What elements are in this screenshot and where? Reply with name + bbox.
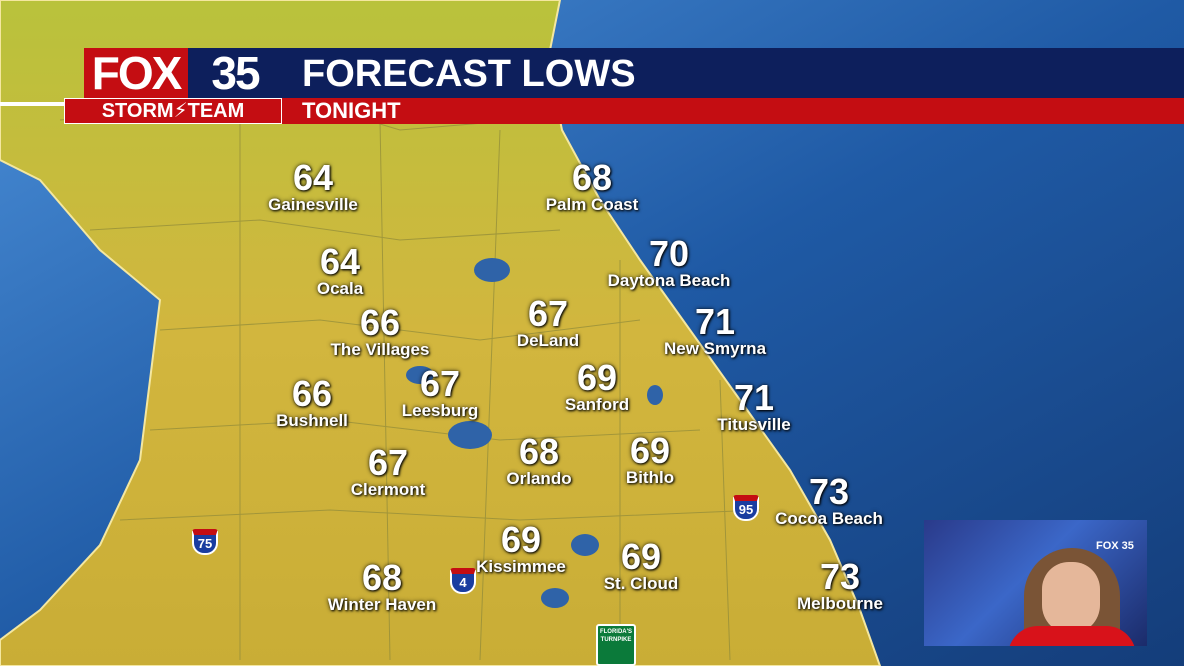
city-label: 69 Bithlo	[625, 430, 675, 488]
city-name: Kissimmee	[476, 557, 566, 576]
city-label: 69 St. Cloud	[603, 536, 679, 594]
city-temperature: 66	[291, 373, 333, 414]
city-label: 70 Daytona Beach	[607, 233, 731, 291]
city-name: New Smyrna	[663, 339, 767, 358]
city-temperature: 66	[359, 302, 401, 343]
city-name: Daytona Beach	[607, 271, 731, 290]
city-temperature: 64	[292, 157, 334, 198]
city-temperature: 69	[620, 536, 662, 577]
city-temperature: 68	[361, 557, 403, 598]
city-temperature: 68	[571, 157, 613, 198]
city-temperature: 64	[319, 241, 361, 282]
city-temperature: 73	[819, 556, 861, 597]
city-label: 68 Winter Haven	[327, 557, 437, 615]
city-temperature: 70	[648, 233, 690, 274]
city-name: The Villages	[330, 340, 430, 359]
city-label: 71 Titusville	[717, 377, 791, 435]
studio-logo: FOX 35	[1096, 540, 1134, 552]
city-temperature: 67	[419, 363, 461, 404]
interstate-95-shield-icon: 95	[733, 495, 759, 521]
city-label: 68 Palm Coast	[545, 157, 639, 215]
city-name: Clermont	[350, 480, 426, 499]
city-temperature: 69	[500, 519, 542, 560]
city-name: Sanford	[564, 395, 630, 414]
city-name: Leesburg	[401, 401, 479, 420]
city-name: Winter Haven	[327, 595, 437, 614]
city-label: 71 New Smyrna	[663, 301, 767, 359]
presenter-video: FOX 35	[924, 520, 1147, 646]
presenter-shirt	[1008, 626, 1136, 646]
city-name: Melbourne	[797, 594, 883, 613]
city-name: Ocala	[316, 279, 364, 298]
storm-team-logo: STORM⚡TEAM	[64, 98, 282, 124]
city-temperature: 69	[576, 357, 618, 398]
city-temperature: 67	[367, 442, 409, 483]
city-label: 64 Gainesville	[268, 157, 358, 215]
city-temperature: 71	[733, 377, 775, 418]
city-name: Bithlo	[625, 468, 675, 487]
city-temperature: 73	[808, 471, 850, 512]
florida-turnpike-shield-icon: FLORIDA'S TURNPIKE	[596, 624, 636, 666]
city-temperature: 71	[694, 301, 736, 342]
city-name: Palm Coast	[545, 195, 639, 214]
header-title-bar	[282, 48, 1184, 98]
city-label: 67 Leesburg	[401, 363, 479, 421]
city-label: 73 Melbourne	[797, 556, 883, 614]
city-name: Orlando	[506, 469, 572, 488]
city-label: 66 The Villages	[330, 302, 430, 360]
presenter-face	[1042, 562, 1100, 634]
city-label: 69 Sanford	[564, 357, 630, 415]
interstate-4-shield-icon: 4	[450, 568, 476, 594]
fox-logo: FOX	[84, 48, 188, 98]
city-label: 67 Clermont	[350, 442, 426, 500]
city-temperature: 68	[518, 431, 560, 472]
page-title: FORECAST LOWS	[302, 53, 636, 95]
city-label: 67 DeLand	[516, 293, 580, 351]
interstate-75-shield-icon: 75	[192, 529, 218, 555]
lakes	[406, 258, 663, 608]
page-subtitle: TONIGHT	[302, 98, 401, 123]
city-name: Bushnell	[276, 411, 348, 430]
city-name: Titusville	[717, 415, 791, 434]
city-label: 64 Ocala	[316, 241, 364, 299]
city-temperature: 69	[629, 430, 671, 471]
city-label: 69 Kissimmee	[476, 519, 566, 577]
header-accent-line	[0, 102, 66, 106]
city-temperature: 67	[527, 293, 569, 334]
city-label: 66 Bushnell	[276, 373, 348, 431]
city-name: St. Cloud	[603, 574, 679, 593]
city-label: 68 Orlando	[506, 431, 572, 489]
city-label: 73 Cocoa Beach	[775, 471, 883, 529]
florida-land	[0, 0, 882, 666]
city-name: Cocoa Beach	[775, 509, 883, 528]
channel-number-logo: 35	[188, 48, 282, 98]
city-name: Gainesville	[268, 195, 358, 214]
header-subtitle-bar	[282, 98, 1184, 124]
city-name: DeLand	[516, 331, 580, 350]
